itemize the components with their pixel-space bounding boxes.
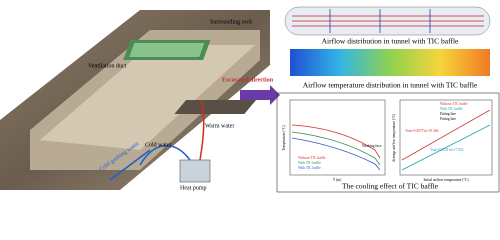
axis-label: Initial airflow temperature (°C) [423, 178, 469, 182]
label: Surrounding rock [210, 19, 252, 25]
panel-box [276, 92, 500, 193]
caption: Airflow temperature distribution in tunn… [303, 81, 478, 90]
page: Surrounding rock Ventilation duct Excava… [0, 6, 500, 193]
label: Warm water [205, 123, 234, 129]
figure: Surrounding rock Ventilation duct Excava… [0, 6, 500, 193]
equation: Tout=0.524Tin+17.933 [430, 148, 464, 152]
axis-label: Temperature (°C) [282, 125, 286, 151]
annotation: Working face [362, 144, 382, 148]
left-chart [289, 99, 386, 176]
legend-entry: Fitting line [440, 117, 456, 121]
axis-label: Y (m) [333, 178, 342, 182]
label: Excavated direction [222, 77, 274, 83]
legend-entry: Without TIC baffle [440, 102, 468, 106]
caption: The cooling effect of TIC baffle [342, 182, 439, 191]
equation: Tout=0.497Tin+19.366 [405, 129, 439, 133]
label: Cold water [145, 142, 172, 148]
legend-entry: Fitting line [440, 112, 456, 116]
label: Heat pump [180, 185, 207, 191]
axis-label: Average airflow temperature (°C) [392, 113, 396, 162]
legend-entry: Without TIC baffle [298, 156, 326, 160]
label: Ventilation duct [88, 63, 126, 69]
legend-entry: With TIC baffle [298, 166, 321, 170]
legend-entry: With TIC baffle [298, 161, 321, 165]
right-chart [399, 99, 493, 176]
airflow-image [284, 6, 491, 36]
temperature-contour [290, 49, 490, 76]
legend-entry: With TIC baffle [440, 107, 463, 111]
caption: Airflow distribution in tunnel with TIC … [322, 37, 459, 46]
tunnel-illustration [0, 10, 280, 190]
